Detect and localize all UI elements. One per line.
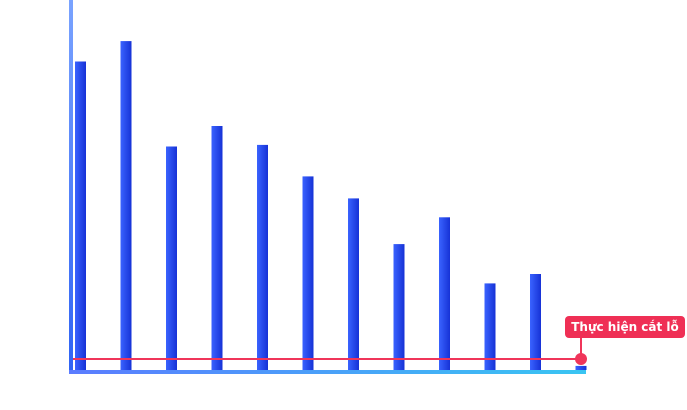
bars-group (75, 41, 587, 370)
stop-loss-marker (575, 353, 587, 365)
bar-9 (439, 217, 450, 370)
bar-12 (575, 365, 587, 370)
bar-7 (348, 198, 359, 370)
x-axis-baseline (69, 370, 586, 374)
y-axis-line (69, 0, 73, 374)
bar-5 (257, 144, 268, 370)
stop-loss-badge (565, 316, 685, 338)
bar-8 (393, 244, 405, 370)
bar-10 (484, 283, 496, 370)
bar-4 (211, 126, 223, 370)
bar-6 (302, 176, 314, 370)
bar-1 (75, 61, 86, 370)
bar-3 (166, 146, 177, 370)
stop-loss-label: Thực hiện cắt lỗ (571, 320, 679, 334)
bar-11 (530, 274, 541, 370)
bar-2 (120, 41, 132, 370)
